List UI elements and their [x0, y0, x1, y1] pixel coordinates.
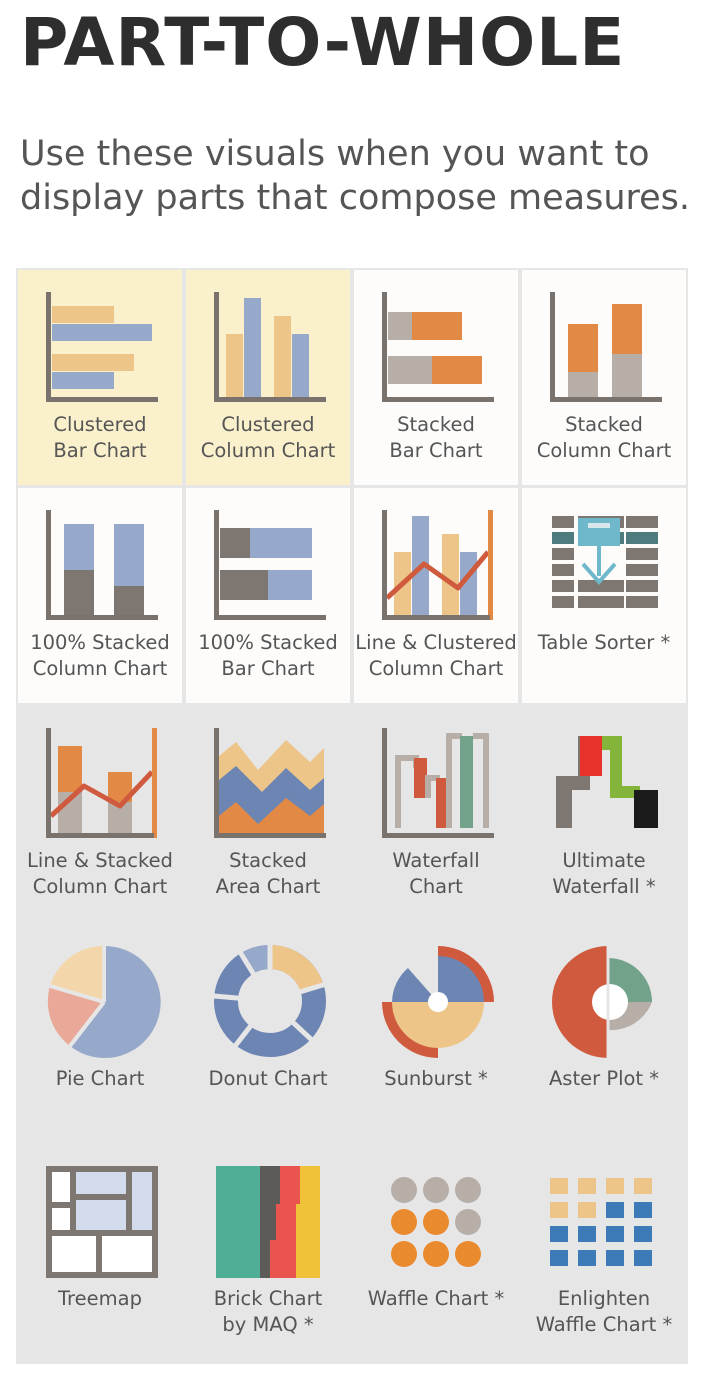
- sunburst-icon: [382, 946, 494, 1058]
- tile-line-stacked-column[interactable]: Line & Stacked Column Chart: [18, 706, 182, 921]
- tile-label-line1: Stacked: [397, 413, 475, 436]
- tile-label-line2: Column Chart: [368, 657, 504, 680]
- tile-waffle[interactable]: Waffle Chart *: [354, 1144, 518, 1359]
- stacked-bar-icon: [382, 292, 494, 402]
- tile-label-line1: Sunburst *: [384, 1067, 488, 1090]
- tile-100-stacked-column[interactable]: 100% Stacked Column Chart: [18, 488, 182, 703]
- tile-label-line2: Bar Chart: [221, 657, 315, 680]
- tile-label-line2: by MAQ *: [222, 1313, 314, 1336]
- tile-label-line1: Waterfall: [392, 849, 480, 872]
- tile-label-line1: Stacked: [565, 413, 643, 436]
- tile-label-line2: Column Chart: [200, 439, 336, 462]
- brick-chart-icon: [216, 1166, 320, 1278]
- chart-grid: Clustered Bar Chart Clustered Column Chart…: [16, 268, 688, 1364]
- tile-stacked-area[interactable]: Stacked Area Chart: [186, 706, 350, 921]
- clustered-bar-icon: [46, 292, 158, 402]
- stacked-area-icon: [214, 728, 326, 838]
- tile-label-line1: Aster Plot *: [548, 1067, 660, 1090]
- pie-icon: [47, 945, 161, 1058]
- tile-label-line1: Table Sorter *: [537, 631, 671, 654]
- tile-label-line2: Chart: [409, 875, 463, 898]
- page-subtitle: Use these visuals when you want to displ…: [20, 134, 691, 218]
- table-sorter-icon: [552, 516, 658, 608]
- tile-pie[interactable]: Pie Chart: [18, 924, 182, 1139]
- tile-label-line1: Treemap: [58, 1287, 142, 1310]
- tile-donut[interactable]: Donut Chart: [186, 924, 350, 1139]
- line-clustered-column-icon: [382, 510, 493, 620]
- tile-label-line1: Clustered: [221, 413, 315, 436]
- tile-clustered-column[interactable]: Clustered Column Chart: [186, 270, 350, 485]
- tile-label-line2: Area Chart: [215, 875, 321, 898]
- tile-aster[interactable]: Aster Plot *: [522, 924, 686, 1139]
- donut-icon: [213, 944, 327, 1057]
- tile-label-line2: Column Chart: [32, 657, 168, 680]
- enlighten-waffle-icon: [550, 1178, 652, 1266]
- tile-label-line1: 100% Stacked: [198, 631, 338, 654]
- clustered-column-icon: [214, 292, 326, 402]
- tile-sunburst[interactable]: Sunburst *: [354, 924, 518, 1139]
- percent-stacked-bar-icon: [214, 510, 326, 620]
- tile-label-line1: 100% Stacked: [30, 631, 170, 654]
- tile-line-clustered-column[interactable]: Line & Clustered Column Chart: [354, 488, 518, 703]
- ultimate-waterfall-icon: [556, 736, 658, 828]
- tile-label-line1: Clustered: [53, 413, 147, 436]
- tile-label-line1: Enlighten: [557, 1287, 651, 1310]
- tile-stacked-column[interactable]: Stacked Column Chart: [522, 270, 686, 485]
- tile-stacked-bar[interactable]: Stacked Bar Chart: [354, 270, 518, 485]
- page-title: PART-TO-WHOLE: [20, 4, 626, 81]
- aster-plot-icon: [552, 944, 652, 1060]
- treemap-icon: [46, 1166, 158, 1278]
- tile-label-line1: Waffle Chart *: [367, 1287, 505, 1310]
- stacked-column-icon: [550, 292, 662, 402]
- tile-waterfall[interactable]: Waterfall Chart: [354, 706, 518, 921]
- waterfall-icon: [382, 728, 494, 838]
- tile-label-line2: Bar Chart: [53, 439, 147, 462]
- tile-brick[interactable]: Brick Chart by MAQ *: [186, 1144, 350, 1359]
- tile-label-line1: Line & Clustered: [355, 631, 517, 654]
- tile-enlighten-waffle[interactable]: Enlighten Waffle Chart *: [522, 1144, 686, 1359]
- tile-label-line1: Stacked: [229, 849, 307, 872]
- line-stacked-column-icon: [46, 728, 157, 838]
- waffle-icon: [391, 1177, 481, 1267]
- tile-ultimate-waterfall[interactable]: Ultimate Waterfall *: [522, 706, 686, 921]
- tile-label-line1: Donut Chart: [208, 1067, 328, 1090]
- tile-label-line2: Waffle Chart *: [535, 1313, 673, 1336]
- tile-label-line1: Ultimate: [562, 849, 646, 872]
- tile-label-line1: Line & Stacked: [27, 849, 173, 872]
- tile-label-line2: Bar Chart: [389, 439, 483, 462]
- tile-label-line1: Pie Chart: [55, 1067, 145, 1090]
- tile-treemap[interactable]: Treemap: [18, 1144, 182, 1359]
- tile-label-line2: Column Chart: [536, 439, 672, 462]
- tile-label-line2: Column Chart: [32, 875, 168, 898]
- percent-stacked-column-icon: [46, 510, 158, 620]
- tile-label-line2: Waterfall *: [552, 875, 656, 898]
- tile-clustered-bar[interactable]: Clustered Bar Chart: [18, 270, 182, 485]
- tile-table-sorter[interactable]: Table Sorter *: [522, 488, 686, 703]
- tile-100-stacked-bar[interactable]: 100% Stacked Bar Chart: [186, 488, 350, 703]
- tile-label-line1: Brick Chart: [213, 1287, 323, 1310]
